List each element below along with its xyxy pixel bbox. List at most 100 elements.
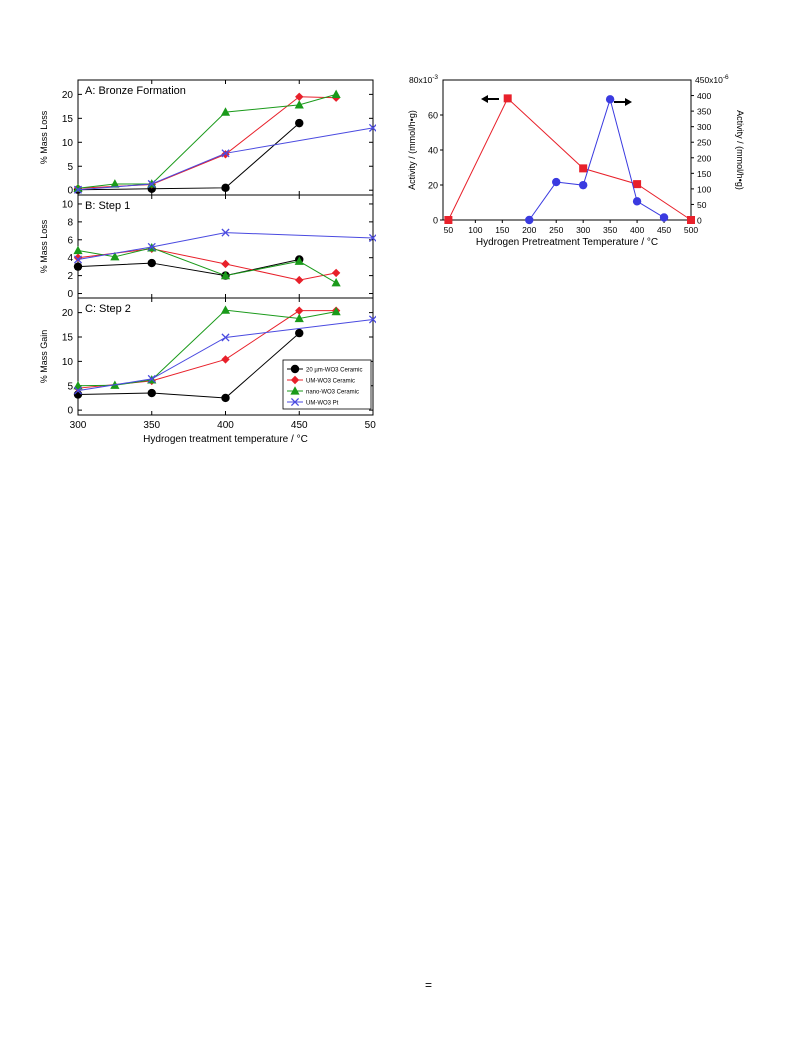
y-tick-label: 10	[62, 357, 74, 368]
right-y-tick-label: 350	[697, 107, 711, 117]
series-4	[73, 315, 376, 395]
left-arrow-icon	[481, 95, 499, 103]
left-y-tick-label: 60	[428, 111, 438, 121]
data-point	[221, 150, 230, 159]
legend-marker	[290, 364, 300, 374]
legend-label: nano-WO3 Ceramic	[306, 390, 359, 396]
right-y-tick-label: 300	[697, 122, 711, 132]
data-point	[294, 313, 304, 323]
data-point	[578, 180, 588, 190]
page-mark: =	[425, 978, 433, 992]
data-point	[295, 275, 304, 285]
y-tick-label: 0	[67, 289, 73, 300]
series-line	[77, 127, 374, 191]
right-axis-series	[525, 95, 669, 225]
series-line	[528, 97, 665, 221]
data-point	[605, 95, 615, 104]
right-y-tick-label: 200	[697, 153, 711, 163]
y-tick-label: 10	[62, 138, 74, 149]
data-point	[633, 180, 642, 189]
data-point	[368, 123, 376, 132]
data-point	[73, 185, 83, 194]
data-point	[331, 89, 341, 98]
y-axis-label: % Mass Gain	[39, 330, 49, 384]
arrow-head	[481, 95, 488, 103]
series-4	[73, 228, 376, 264]
data-point	[220, 305, 231, 314]
y-tick-label: 10	[62, 199, 74, 210]
data-point	[221, 355, 230, 364]
x-tick-label: 400	[217, 420, 234, 431]
data-point	[295, 118, 304, 128]
data-point	[73, 255, 83, 264]
data-point	[368, 315, 376, 324]
y-tick-label: 5	[67, 162, 73, 173]
x-tick-label: 300	[576, 225, 590, 235]
right-y-tick-label: 250	[697, 138, 711, 148]
data-point	[331, 306, 341, 316]
y-tick-label: 15	[62, 114, 74, 125]
data-point	[525, 215, 534, 225]
x-tick-label: 450	[657, 225, 671, 235]
series-1	[73, 328, 304, 403]
data-point	[147, 374, 156, 383]
x-tick-label: 50	[444, 225, 454, 235]
left-y-axis-label: Activity / (mmol/h•g)	[407, 110, 417, 190]
legend: 20 µm-WO3 Ceramic UM-WO3 Ceramic nano-WO3 …	[282, 359, 372, 410]
legend-marker	[290, 375, 300, 385]
left-y-tick-label: 0	[433, 216, 438, 226]
panel-title: C: Step 2	[85, 303, 131, 315]
series-line	[77, 318, 374, 392]
series-line	[447, 97, 692, 221]
legend-label: 20 µm-WO3 Ceramic	[306, 368, 362, 374]
x-tick-label: 200	[522, 225, 536, 235]
x-tick-label: 500	[365, 420, 376, 431]
left-y-max-label: 80x10-3	[409, 74, 438, 85]
data-point	[73, 253, 83, 262]
right-y-tick-label: 400	[697, 91, 711, 101]
left-y-max-mantissa: 80x10	[409, 75, 432, 85]
series-line	[77, 96, 337, 189]
series-line	[77, 247, 337, 284]
data-point	[73, 245, 83, 255]
right-y-tick-label: 100	[697, 184, 711, 194]
right-y-max-mantissa: 450x10	[695, 75, 723, 85]
data-point	[221, 259, 230, 269]
x-tick-label: 400	[630, 225, 644, 235]
data-point	[110, 179, 120, 188]
right-y-max-label: 450x10-6	[695, 74, 729, 85]
right-y-axis-label: Activity / (mmol/h•g)	[735, 110, 745, 190]
y-axis-label: % Mass Loss	[39, 219, 49, 273]
x-tick-label: 100	[468, 225, 482, 235]
data-point	[294, 256, 304, 265]
y-tick-label: 0	[67, 406, 73, 417]
x-tick-label: 250	[549, 225, 563, 235]
x-tick-label: 350	[603, 225, 617, 235]
left-y-tick-label: 20	[428, 181, 438, 191]
x-tick-label: 500	[684, 225, 698, 235]
y-tick-label: 2	[67, 271, 73, 282]
y-tick-label: 20	[62, 308, 74, 319]
data-point	[221, 183, 230, 193]
data-point	[147, 242, 156, 252]
data-point	[73, 262, 83, 271]
series-line	[77, 258, 300, 277]
legend-label: UM-WO3 Ceramic	[306, 379, 355, 385]
arrow-head	[625, 98, 632, 106]
right-y-tick-label: 0	[697, 216, 702, 226]
left-axis-series	[444, 94, 695, 224]
right-arrow-icon	[614, 98, 632, 106]
y-tick-label: 15	[62, 333, 74, 344]
data-point	[632, 197, 642, 206]
plot-frame	[442, 79, 692, 221]
right-y-max-exponent: -6	[723, 74, 729, 81]
data-point	[295, 306, 304, 315]
data-point	[147, 179, 156, 189]
right-y-tick-label: 150	[697, 169, 711, 179]
x-axis-label: Hydrogen Pretreatment Temperature / °C	[476, 237, 658, 248]
x-tick-label: 300	[70, 420, 87, 431]
data-point	[220, 107, 231, 116]
data-point	[221, 149, 230, 158]
legend-label: UM-WO3 Pt	[306, 401, 339, 407]
